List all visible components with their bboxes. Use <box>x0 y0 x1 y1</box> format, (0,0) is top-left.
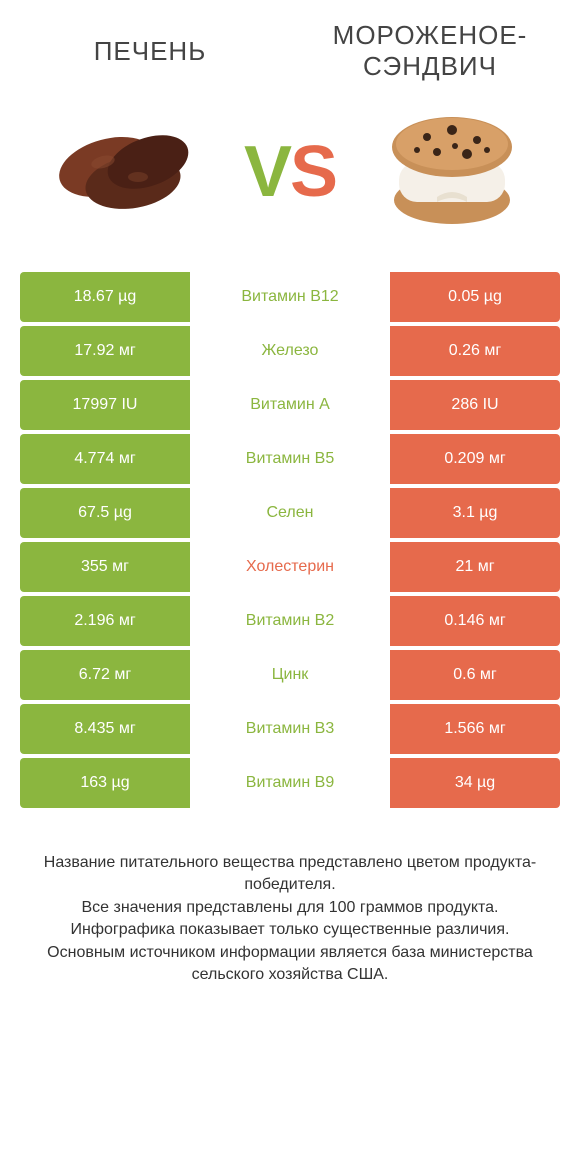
nutrient-name: Витамин B3 <box>190 704 390 754</box>
nutrient-name: Витамин B2 <box>190 596 390 646</box>
nutrient-name: Холестерин <box>190 542 390 592</box>
nutrient-row: 18.67 µgВитамин B120.05 µg <box>20 272 560 322</box>
nutrient-row: 17997 IUВитамин A286 IU <box>20 380 560 430</box>
nutrient-row: 6.72 мгЦинк0.6 мг <box>20 650 560 700</box>
left-value: 17997 IU <box>20 380 190 430</box>
left-value: 8.435 мг <box>20 704 190 754</box>
right-value: 0.26 мг <box>390 326 560 376</box>
footer-line: Основным источником информации является … <box>30 942 550 987</box>
ice-cream-sandwich-icon <box>377 102 527 242</box>
nutrient-name: Железо <box>190 326 390 376</box>
left-value: 355 мг <box>20 542 190 592</box>
nutrient-row: 4.774 мгВитамин B50.209 мг <box>20 434 560 484</box>
vs-s-letter: S <box>290 132 336 212</box>
right-value: 0.6 мг <box>390 650 560 700</box>
right-product-image <box>372 102 532 242</box>
footer-line: Все значения представлены для 100 граммо… <box>30 897 550 919</box>
nutrient-row: 163 µgВитамин B934 µg <box>20 758 560 808</box>
right-value: 21 мг <box>390 542 560 592</box>
nutrient-row: 2.196 мгВитамин B20.146 мг <box>20 596 560 646</box>
left-product-title: ПЕЧЕНЬ <box>20 20 280 82</box>
right-value: 3.1 µg <box>390 488 560 538</box>
vs-v-letter: V <box>244 132 290 212</box>
nutrient-row: 355 мгХолестерин21 мг <box>20 542 560 592</box>
product-image-row: VS <box>0 92 580 272</box>
nutrient-name: Селен <box>190 488 390 538</box>
left-value: 6.72 мг <box>20 650 190 700</box>
left-value: 4.774 мг <box>20 434 190 484</box>
nutrient-name: Витамин B12 <box>190 272 390 322</box>
vs-label: VS <box>244 131 336 213</box>
left-value: 163 µg <box>20 758 190 808</box>
right-value: 0.146 мг <box>390 596 560 646</box>
left-product-image <box>48 102 208 242</box>
right-value: 34 µg <box>390 758 560 808</box>
liver-icon <box>48 112 208 232</box>
right-value: 1.566 мг <box>390 704 560 754</box>
nutrient-table: 18.67 µgВитамин B120.05 µg17.92 мгЖелезо… <box>0 272 580 808</box>
left-value: 17.92 мг <box>20 326 190 376</box>
nutrient-row: 17.92 мгЖелезо0.26 мг <box>20 326 560 376</box>
footer-line: Название питательного вещества представл… <box>30 852 550 897</box>
right-product-title: МОРОЖЕНОЕ-СЭНДВИЧ <box>300 20 560 82</box>
right-value: 0.05 µg <box>390 272 560 322</box>
nutrient-name: Цинк <box>190 650 390 700</box>
nutrient-row: 8.435 мгВитамин B31.566 мг <box>20 704 560 754</box>
nutrient-row: 67.5 µgСелен3.1 µg <box>20 488 560 538</box>
left-value: 67.5 µg <box>20 488 190 538</box>
nutrient-name: Витамин B9 <box>190 758 390 808</box>
left-value: 2.196 мг <box>20 596 190 646</box>
footer-line: Инфографика показывает только существенн… <box>30 919 550 941</box>
nutrient-name: Витамин A <box>190 380 390 430</box>
header-titles: ПЕЧЕНЬ МОРОЖЕНОЕ-СЭНДВИЧ <box>0 0 580 92</box>
right-value: 0.209 мг <box>390 434 560 484</box>
right-value: 286 IU <box>390 380 560 430</box>
nutrient-name: Витамин B5 <box>190 434 390 484</box>
left-value: 18.67 µg <box>20 272 190 322</box>
footer-notes: Название питательного вещества представл… <box>0 812 580 986</box>
